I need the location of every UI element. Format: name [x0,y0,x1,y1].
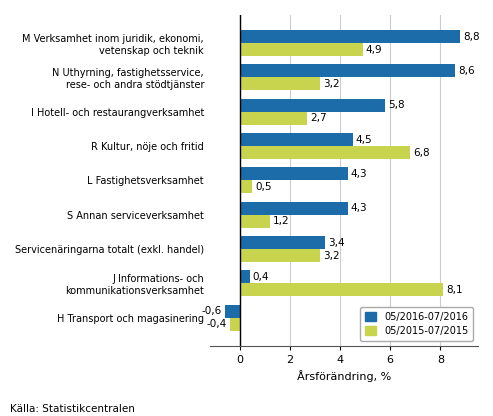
Text: 4,3: 4,3 [351,203,367,213]
Bar [240,202,348,215]
Text: 3,4: 3,4 [328,238,345,248]
Text: 0,5: 0,5 [255,182,272,192]
Bar [240,236,325,249]
Bar [240,167,348,181]
Text: 3,2: 3,2 [323,250,340,260]
Text: 4,3: 4,3 [351,169,367,179]
Text: Källa: Statistikcentralen: Källa: Statistikcentralen [10,404,135,414]
Bar [240,77,320,90]
Bar [240,270,250,283]
Text: 8,8: 8,8 [463,32,480,42]
Bar [240,249,320,262]
Text: 4,9: 4,9 [366,45,382,54]
Bar [240,146,410,159]
Bar [240,43,363,56]
Bar [240,112,308,125]
X-axis label: Årsförändring, %: Årsförändring, % [297,370,391,382]
Bar [240,181,252,193]
Bar [240,99,385,112]
Text: 2,7: 2,7 [311,113,327,123]
Text: -0,4: -0,4 [207,319,227,329]
Text: 8,6: 8,6 [458,66,475,76]
Text: 3,2: 3,2 [323,79,340,89]
Bar [240,133,352,146]
Text: 6,8: 6,8 [413,148,430,158]
Bar [240,64,456,77]
Text: 1,2: 1,2 [273,216,289,226]
Text: 8,1: 8,1 [446,285,462,295]
Text: 5,8: 5,8 [388,100,405,110]
Legend: 05/2016-07/2016, 05/2015-07/2015: 05/2016-07/2016, 05/2015-07/2015 [360,307,473,341]
Text: -0,6: -0,6 [202,306,222,316]
Text: 0,4: 0,4 [253,272,269,282]
Bar [240,283,443,297]
Text: 4,5: 4,5 [355,134,372,144]
Bar [240,30,460,43]
Bar [240,215,270,228]
Bar [225,305,240,318]
Bar [230,318,240,331]
